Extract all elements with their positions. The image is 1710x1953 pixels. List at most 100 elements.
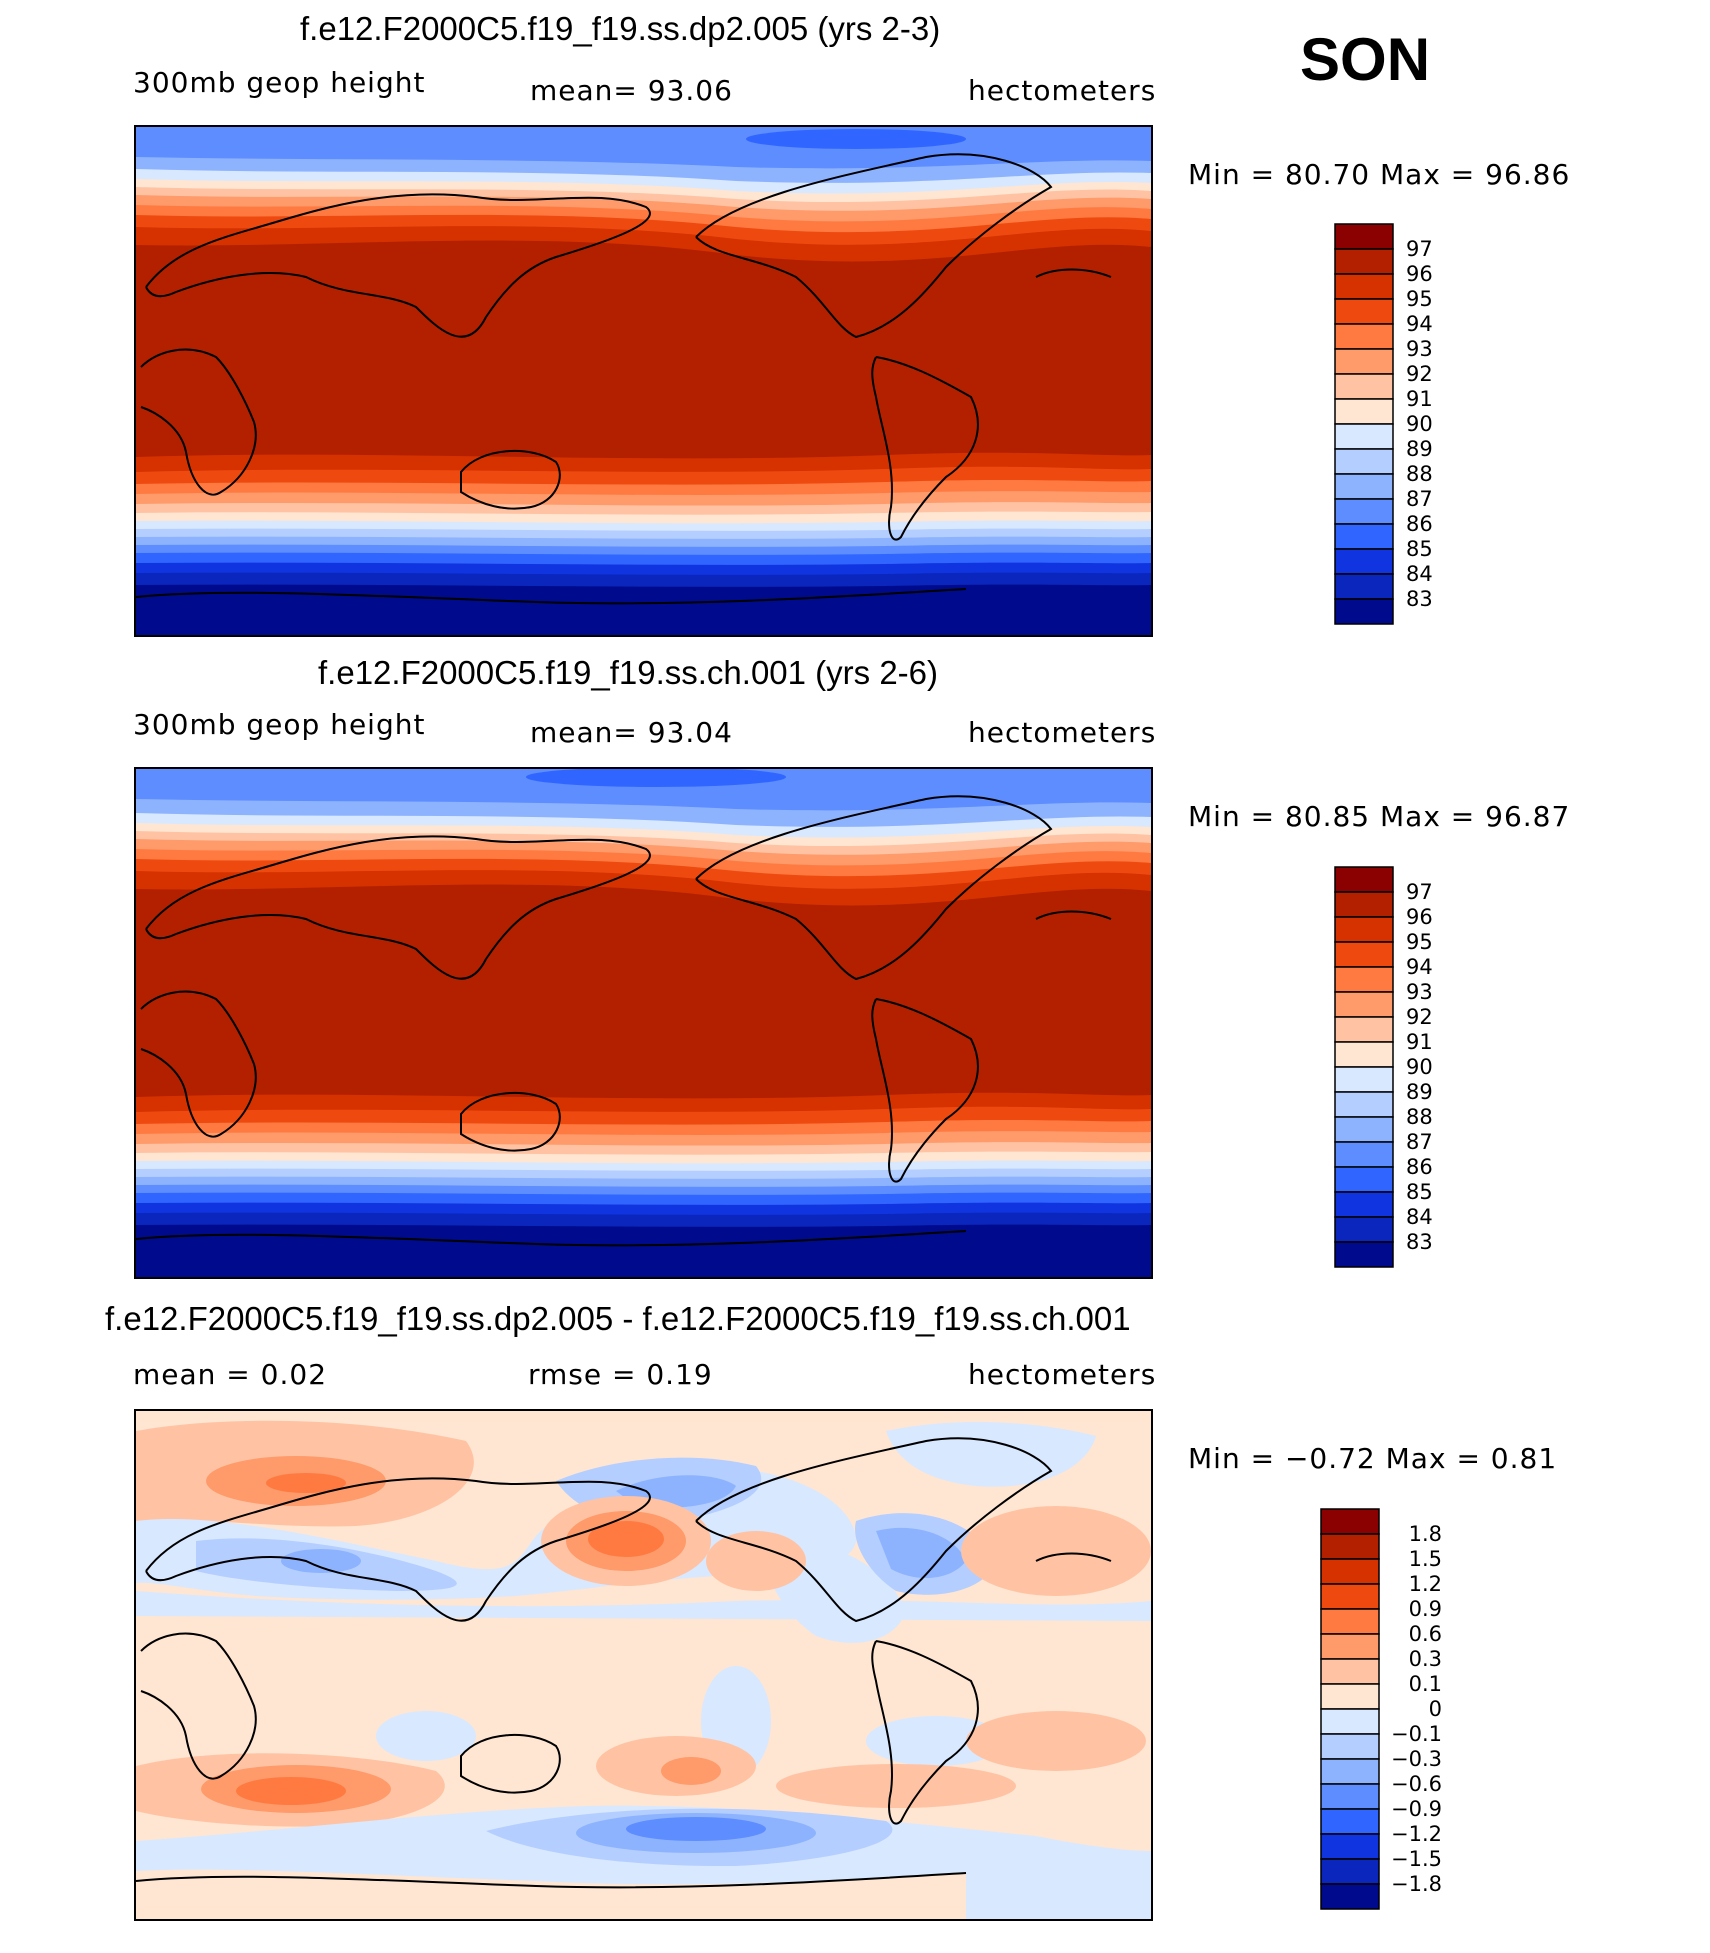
- colorbar-tick-label: 92: [1406, 1005, 1433, 1029]
- colorbar-swatch: [1334, 866, 1394, 893]
- colorbar-tick-label: 95: [1406, 930, 1433, 954]
- colorbar-swatch: [1334, 498, 1394, 525]
- colorbar-tick-label: 93: [1406, 980, 1433, 1004]
- panel3-contour-field: [136, 1411, 1151, 1919]
- panel3-mean-label: mean = 0.02: [133, 1358, 328, 1391]
- colorbar-swatch: [1334, 573, 1394, 600]
- colorbar-tick-label: −1.2: [1391, 1822, 1442, 1846]
- colorbar-tick-label: 93: [1406, 337, 1433, 361]
- panel3-map: [134, 1409, 1153, 1921]
- colorbar-swatch: [1334, 398, 1394, 425]
- colorbar-tick-label: 94: [1406, 312, 1433, 336]
- colorbar-swatch: [1320, 1658, 1380, 1685]
- panel1-units-label: hectometers: [968, 74, 1157, 107]
- colorbar-tick-label: 91: [1406, 387, 1433, 411]
- colorbar-swatch: [1334, 916, 1394, 943]
- panel1-variable-label: 300mb geop height: [133, 66, 426, 99]
- panel2-minmax-label: Min = 80.85 Max = 96.87: [1188, 800, 1571, 833]
- colorbar-tick-label: 86: [1406, 512, 1433, 536]
- colorbar-tick-label: 88: [1406, 1105, 1433, 1129]
- colorbar-swatch: [1334, 1016, 1394, 1043]
- colorbar-swatch: [1334, 448, 1394, 475]
- panel1-map: [134, 125, 1153, 637]
- panel1-mean-label: mean= 93.06: [530, 74, 733, 107]
- colorbar-tick-label: 0.1: [1408, 1672, 1442, 1696]
- colorbar-tick-label: 84: [1406, 1205, 1433, 1229]
- colorbar-tick-label: 0.3: [1408, 1647, 1442, 1671]
- colorbar-swatch: [1320, 1533, 1380, 1560]
- colorbar-tick-label: −0.3: [1391, 1747, 1442, 1771]
- colorbar-tick-label: 90: [1406, 412, 1433, 436]
- colorbar-tick-label: 89: [1406, 437, 1433, 461]
- colorbar-tick-label: 1.2: [1408, 1572, 1442, 1596]
- colorbar-swatch: [1334, 223, 1394, 250]
- colorbar-tick-label: −0.1: [1391, 1722, 1442, 1746]
- colorbar-tick-label: 85: [1406, 1180, 1433, 1204]
- colorbar-tick-label: 96: [1406, 905, 1433, 929]
- colorbar-swatch: [1334, 298, 1394, 325]
- colorbar-swatch: [1320, 1833, 1380, 1860]
- panel3-minmax-label: Min = −0.72 Max = 0.81: [1188, 1442, 1558, 1475]
- colorbar-swatch: [1320, 1708, 1380, 1735]
- colorbar-swatch: [1334, 1241, 1394, 1268]
- colorbar-swatch: [1334, 423, 1394, 450]
- panel2-variable-label: 300mb geop height: [133, 708, 426, 741]
- colorbar-swatch: [1334, 323, 1394, 350]
- panel3-units-label: hectometers: [968, 1358, 1157, 1391]
- colorbar-swatch: [1334, 1166, 1394, 1193]
- colorbar-tick-label: 97: [1406, 880, 1433, 904]
- panel2-map: [134, 767, 1153, 1279]
- colorbar-swatch: [1334, 1091, 1394, 1118]
- panel1-minmax-label: Min = 80.70 Max = 96.86: [1188, 158, 1571, 191]
- colorbar-swatch: [1320, 1858, 1380, 1885]
- colorbar-swatch: [1320, 1508, 1380, 1535]
- panel1-colorbar: 97 96 95 94 93 92 91 90 89 88 87 86 85 84 83: [1334, 223, 1433, 631]
- colorbar-tick-label: 84: [1406, 562, 1433, 586]
- colorbar-swatch: [1334, 348, 1394, 375]
- panel2-title: f.e12.F2000C5.f19_f19.ss.ch.001 (yrs 2-6…: [318, 654, 939, 691]
- colorbar-swatch: [1320, 1608, 1380, 1635]
- colorbar-swatch: [1334, 966, 1394, 993]
- colorbar-tick-label: −1.5: [1391, 1847, 1442, 1871]
- colorbar-swatch: [1334, 1216, 1394, 1243]
- colorbar-tick-label: 91: [1406, 1030, 1433, 1054]
- colorbar-tick-label: 83: [1406, 1230, 1433, 1254]
- colorbar-swatch: [1334, 1041, 1394, 1068]
- colorbar-swatch: [1334, 273, 1394, 300]
- colorbar-tick-label: −1.8: [1391, 1872, 1442, 1896]
- panel2-units-label: hectometers: [968, 716, 1157, 749]
- panel2-colorbar: 97 96 95 94 93 92 91 90 89 88 87 86 85 84 83: [1334, 866, 1433, 1274]
- colorbar-swatch: [1334, 598, 1394, 625]
- colorbar-tick-label: −0.6: [1391, 1772, 1442, 1796]
- colorbar-tick-label: 0: [1428, 1697, 1442, 1721]
- panel2-colorbar-boxes: [1334, 866, 1394, 1268]
- colorbar-swatch: [1334, 1141, 1394, 1168]
- colorbar-tick-label: 1.5: [1408, 1547, 1442, 1571]
- colorbar-swatch: [1334, 991, 1394, 1018]
- colorbar-swatch: [1334, 1191, 1394, 1218]
- colorbar-swatch: [1334, 473, 1394, 500]
- colorbar-swatch: [1334, 548, 1394, 575]
- colorbar-tick-label: 85: [1406, 537, 1433, 561]
- panel2-mean-label: mean= 93.04: [530, 716, 733, 749]
- panel1-colorbar-boxes: [1334, 223, 1394, 625]
- colorbar-tick-label: 86: [1406, 1155, 1433, 1179]
- colorbar-swatch: [1320, 1558, 1380, 1585]
- colorbar-swatch: [1334, 523, 1394, 550]
- colorbar-swatch: [1334, 891, 1394, 918]
- panel1-title: f.e12.F2000C5.f19_f19.ss.dp2.005 (yrs 2-…: [300, 10, 941, 47]
- colorbar-swatch: [1320, 1633, 1380, 1660]
- colorbar-swatch: [1334, 248, 1394, 275]
- colorbar-swatch: [1320, 1883, 1380, 1910]
- colorbar-swatch: [1320, 1758, 1380, 1785]
- colorbar-swatch: [1334, 941, 1394, 968]
- colorbar-tick-label: 88: [1406, 462, 1433, 486]
- colorbar-tick-label: 1.8: [1408, 1522, 1442, 1546]
- panel3-colorbar: 1.8 1.5 1.2 0.9 0.6 0.3 0.1 0 −0.1 −0.3 −0.6 −0.9 −1…: [1320, 1508, 1442, 1916]
- colorbar-swatch: [1334, 1116, 1394, 1143]
- colorbar-tick-label: 83: [1406, 587, 1433, 611]
- colorbar-swatch: [1320, 1733, 1380, 1760]
- panel2-contour-field: [136, 769, 1151, 1277]
- colorbar-swatch: [1334, 373, 1394, 400]
- colorbar-tick-label: 97: [1406, 237, 1433, 261]
